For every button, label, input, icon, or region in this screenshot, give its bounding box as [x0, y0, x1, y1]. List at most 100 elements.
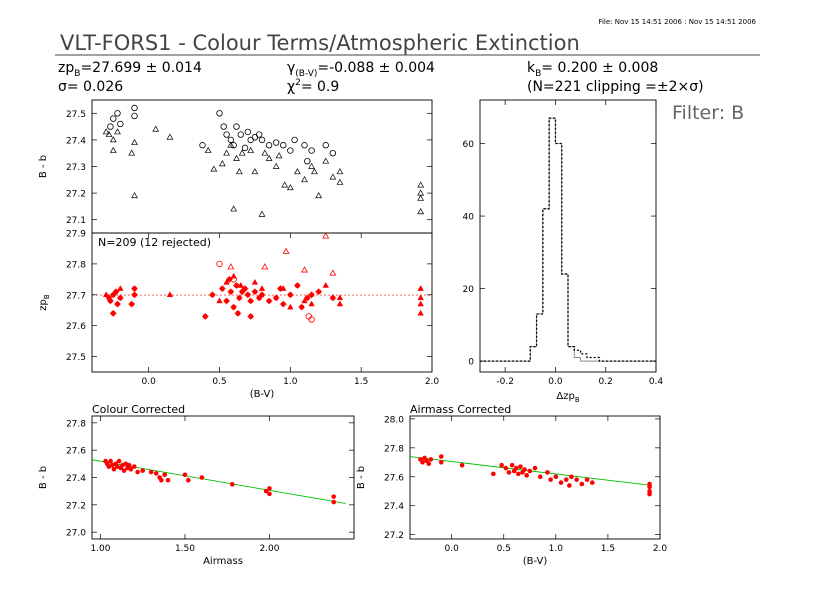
hist-xlabel: ΔzpB — [556, 391, 579, 404]
zp-point-spikes — [128, 300, 135, 308]
zp-point-spikes — [238, 288, 246, 295]
raw-point — [304, 157, 311, 165]
airmass_corrected-point — [532, 465, 538, 471]
raw-point — [261, 149, 269, 156]
raw-point — [152, 125, 160, 132]
raw-point — [107, 123, 114, 130]
airmass_corrected-point — [426, 461, 432, 467]
zp-point-spikes — [241, 285, 249, 292]
raw-point — [247, 146, 255, 153]
x-tick-label: -0.2 — [496, 377, 514, 387]
y-tick-label: 0 — [468, 358, 474, 368]
airmass_corrected-point — [522, 467, 527, 472]
raw-ylabel: B - b — [38, 155, 49, 178]
zp-point — [417, 285, 424, 291]
zp-point-spikes — [112, 288, 120, 295]
colour_corrected-point — [263, 488, 269, 494]
y-tick-label: 20 — [463, 285, 475, 295]
raw-marks — [102, 104, 425, 217]
raw-point — [210, 165, 218, 172]
zp-point — [258, 285, 266, 291]
colour_corrected-point — [331, 499, 337, 505]
raw-point — [238, 149, 246, 156]
raw-point — [110, 115, 117, 122]
raw-point — [329, 149, 337, 157]
airmass_corrected-point — [569, 474, 574, 480]
y-tick-label: 27.6 — [66, 322, 86, 332]
airmass_corrected-point — [516, 471, 521, 477]
zp-point-spikes — [298, 303, 305, 311]
colour_corrected-point — [128, 467, 134, 472]
airmass_corrected-point — [584, 477, 590, 482]
hist-panel: -0.2 0.0 0.2 0.4 0 20 40 60 ΔzpB — [463, 99, 663, 404]
zp-point-spikes — [131, 285, 138, 292]
colour_corrected-point — [131, 464, 137, 469]
raw-point — [417, 208, 425, 215]
raw-point — [199, 142, 206, 149]
zp-point — [322, 281, 329, 288]
y-tick-label: 27.4 — [384, 502, 404, 512]
plot-frame — [91, 99, 433, 234]
raw-point — [230, 205, 238, 212]
raw-point — [218, 160, 226, 167]
raw-point — [291, 136, 298, 144]
airmass_corrected-point — [513, 465, 519, 471]
airmass_corrected-point — [553, 474, 559, 480]
zp-point — [322, 233, 330, 239]
zp-point-spikes — [233, 282, 240, 289]
plot-frame — [409, 415, 661, 540]
zp-point — [227, 263, 235, 270]
colour_corrected-point — [108, 458, 113, 464]
page-title: VLT-FORS1 - Colour Terms/Atmospheric Ext… — [60, 31, 580, 55]
zp-label: zpB=27.699 ± 0.014 — [58, 60, 202, 79]
raw-ylabel-main: B - b — [38, 155, 49, 178]
y-tick-label: 27.4 — [66, 136, 86, 146]
raw-point — [258, 136, 266, 144]
raw-point — [286, 184, 294, 191]
zp-point — [308, 316, 315, 323]
zp-point — [417, 294, 424, 301]
zp-point-spikes — [251, 288, 259, 295]
zp-point-spikes — [223, 297, 230, 305]
airmass_corrected-point — [509, 462, 515, 468]
raw-point — [233, 154, 240, 161]
airmass_corrected-point — [545, 470, 550, 475]
n-clipping-label: (N=221 clipping =±2×σ) — [527, 79, 704, 95]
zp-point — [216, 260, 223, 268]
zp-point — [117, 285, 124, 291]
raw-point — [275, 152, 283, 159]
colour_corrected-point — [135, 469, 140, 475]
airmass_corrected-point — [438, 460, 444, 465]
airmass_corrected-point — [503, 465, 509, 471]
raw-point — [220, 123, 227, 130]
raw-point — [301, 142, 308, 149]
zp-point — [280, 285, 287, 291]
y-tick-label: 27.2 — [66, 190, 86, 200]
airmass_corrected-panel: 0.0 0.5 1.0 1.5 2.0 27.2 27.4 27.6 27.8 28.0 Airma… — [356, 403, 667, 567]
airmass_corrected-point — [579, 481, 585, 487]
airmass_corrected-point — [506, 470, 512, 475]
zp-point — [301, 297, 308, 304]
zp-point — [230, 276, 237, 283]
raw-point — [230, 142, 237, 149]
colour_corrected-point — [162, 472, 167, 478]
raw-point — [235, 168, 243, 175]
raw-point — [417, 194, 425, 201]
raw-point — [131, 192, 138, 199]
colour_corrected-point — [267, 491, 272, 497]
colour_corrected-point — [331, 494, 337, 499]
colour_corrected-point — [116, 458, 122, 464]
raw-point — [128, 149, 136, 156]
plot-frame — [91, 232, 433, 373]
zp-point — [329, 269, 337, 276]
raw-point — [241, 144, 249, 152]
colour_corrected-point — [182, 472, 188, 478]
airmass_corrected-title: Airmass Corrected — [410, 403, 511, 416]
colour_corrected-point — [159, 477, 164, 483]
raw-point — [233, 123, 240, 130]
y-tick-label: 27.4 — [66, 474, 86, 484]
zp-point-spikes — [202, 313, 209, 320]
raw-point — [102, 128, 110, 135]
raw-point — [311, 168, 318, 175]
